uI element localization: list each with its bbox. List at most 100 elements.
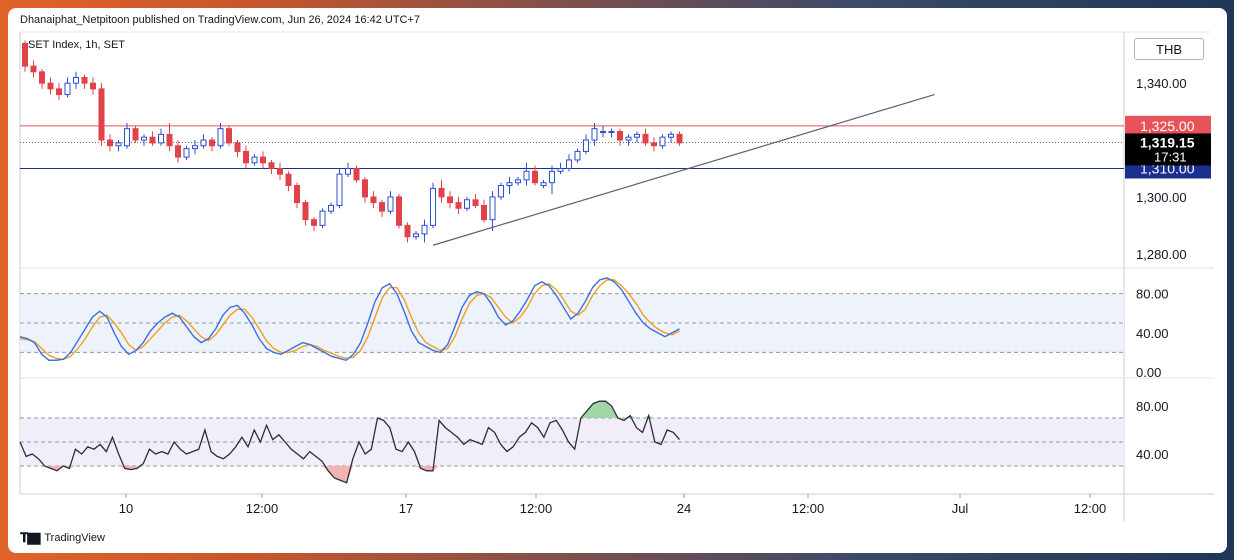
candle-body [285,173,292,187]
oscillator-line [19,400,680,484]
candle-body [175,145,181,158]
price-tick-label: 1,340.00 [1136,76,1187,91]
time-tick-label: 12:00 [520,501,553,516]
candle-body [608,131,615,134]
time-tick-label: 10 [119,501,133,516]
candle-body [515,179,521,184]
candle-body [132,128,139,141]
candle-body [506,182,513,187]
footer-brand[interactable]: 𝐓▇ TradingView [20,530,105,546]
candle-body [64,82,71,96]
bar-countdown-label: 17:31 [1154,149,1187,164]
trend-line [432,93,935,246]
tradingview-logo-icon: 𝐓▇ [20,530,40,545]
candle-body [566,159,572,169]
stochastic-k-line [19,277,680,362]
oscillator-tick-label: 80.00 [1136,399,1169,414]
candle-body [192,145,198,150]
candle-body [353,167,360,181]
price-level-label: 1,325.00 [1140,118,1195,134]
time-tick-label: 12:00 [1074,501,1107,516]
candle-body [183,148,190,158]
candle-body [642,133,649,144]
candle-body [226,128,232,144]
candle-body [311,219,317,226]
candle-body [464,199,470,209]
last-price-label: 1,319.15 [1140,134,1195,150]
candle-body [455,202,462,209]
candle-body [668,133,674,138]
candle-body [651,142,657,147]
currency-button[interactable]: THB [1134,38,1204,60]
candle-body [557,167,564,172]
candle-body [277,167,283,175]
candle-body [217,128,224,147]
candle-body [294,185,300,204]
candle-body [39,71,45,84]
time-tick-label: 24 [677,501,691,516]
candle-body [90,82,96,90]
candle-body [379,202,385,212]
symbol-legend[interactable]: SET Index, 1h, SET [28,39,126,51]
candle-body [617,131,623,141]
candle-body [523,170,530,181]
candle-body [574,150,581,161]
time-tick-label: 12:00 [792,501,825,516]
candle-body [56,88,62,96]
candle-body [634,133,640,138]
candle-body [481,204,487,221]
candle-body [676,133,683,144]
chart-canvas: 1,340.001,300.001,280.001,325.001,310.00… [19,31,1214,521]
oscillator-tick-label: 40.00 [1136,447,1169,462]
time-tick-label: 17 [399,501,413,516]
candle-body [30,65,37,73]
candle-body [234,142,241,152]
overbought-fill [20,401,680,418]
candle-body [200,139,207,147]
candle-body [336,173,343,206]
candle-body [659,136,666,147]
candle-body [260,156,266,164]
candle-body [47,82,54,90]
candle-body [532,170,538,184]
candle-body [396,196,402,226]
candle-body [22,42,28,67]
price-tick-label: 1,300.00 [1136,190,1187,205]
candle-body [600,131,606,134]
candle-body [430,187,436,226]
candle-body [98,88,105,141]
candle-body [591,128,598,141]
candle-body [421,224,428,235]
candle-body [81,76,88,84]
candle-body [141,136,147,141]
publisher-caption: Dhanaiphat_Netpitoon published on Tradin… [20,14,421,26]
candle-body [489,196,496,221]
time-tick-label: Jul [952,501,969,516]
stochastic-tick-label: 80.00 [1136,287,1169,302]
candle-body [209,139,215,147]
candle-body [73,76,79,84]
candle-body [549,170,555,184]
candle-body [387,196,394,212]
footer-brand-label: TradingView [44,532,105,544]
stochastic-tick-label: 40.00 [1136,326,1169,341]
candle-body [107,139,113,147]
candle-body [625,136,632,141]
candle-body [124,128,130,147]
time-tick-label: 12:00 [246,501,279,516]
candle-body [472,199,479,206]
oversold-fill [20,466,680,483]
candle-body [413,233,419,238]
candle-body [345,167,351,175]
candle-body [404,224,411,238]
candle-body [149,136,156,144]
last-price-tag [1125,133,1211,166]
candle-body [447,196,453,204]
candle-body [251,156,258,164]
chart-frame: 1,340.00 1,300.00 1,280.00 1,325.00 1,310.00… [8,8,1227,553]
candle-body [115,142,122,147]
candle-body [158,133,164,144]
candle-body [370,196,377,204]
candle-body [268,162,275,169]
candle-body [438,187,445,198]
